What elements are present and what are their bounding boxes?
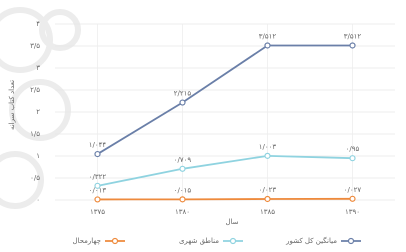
point xyxy=(265,43,270,48)
data-label: ۳/۵۱۲ xyxy=(344,32,362,40)
legend-label: میانگین کل کشور xyxy=(285,236,337,245)
data-label: ۱/۰۰۳ xyxy=(259,143,277,151)
data-label: ۰/۳۲۲ xyxy=(89,173,107,181)
y-tick-label: ۲ xyxy=(36,108,40,116)
y-tick-label: ۰ xyxy=(36,196,40,204)
data-label: ۰/۷۰۹ xyxy=(174,156,192,164)
y-tick-label: ۰/۵ xyxy=(30,174,40,182)
x-axis-title: سال xyxy=(225,218,238,226)
data-label: ۰/۰۲۳ xyxy=(259,186,277,194)
legend-label: مناطق شهری xyxy=(179,237,219,245)
line xyxy=(98,45,353,154)
y-tick-label: ۴ xyxy=(36,20,40,28)
data-label: ۰/۰۲۷ xyxy=(344,186,362,194)
point xyxy=(350,43,355,48)
data-label: ۱/۰۴۴ xyxy=(89,141,107,149)
x-tick-label: ۱۳۹۰ xyxy=(345,208,360,216)
legend-marker xyxy=(231,239,236,244)
y-tick-label: ۱ xyxy=(36,152,40,160)
legend-marker xyxy=(113,239,118,244)
y-tick-label: ۲/۵ xyxy=(30,86,40,94)
line xyxy=(98,156,353,186)
y-tick-label: ۳/۵ xyxy=(30,42,40,50)
chart: تعداد کتاب سرانه سال ۰ ۰/۵ ۱ ۱/۵ ۲ ۲/۵ ۳ ۳/۵ ۴ ۱۳… xyxy=(0,0,406,252)
point xyxy=(350,196,355,201)
point xyxy=(95,152,100,157)
y-tick-label: ۱/۵ xyxy=(30,130,40,138)
legend-marker xyxy=(349,239,354,244)
point xyxy=(265,196,270,201)
point xyxy=(180,166,185,171)
point xyxy=(180,197,185,202)
x-tick-label: ۱۳۸۵ xyxy=(260,208,275,216)
line xyxy=(98,199,353,200)
y-axis-title: تعداد کتاب سرانه xyxy=(8,80,16,130)
x-tick-label: ۱۳۷۵ xyxy=(90,208,105,216)
data-label: ۲/۲۱۵ xyxy=(174,90,192,98)
legend-label: چهارمحال xyxy=(72,237,101,245)
data-label: ۰/۰۱۵ xyxy=(174,186,192,194)
point xyxy=(265,153,270,158)
data-label: ۳/۵۱۲ xyxy=(259,32,277,40)
point xyxy=(180,100,185,105)
y-tick-label: ۳ xyxy=(36,64,40,72)
x-tick-label: ۱۳۸۰ xyxy=(175,208,190,216)
point xyxy=(350,156,355,161)
data-label: ۰/۰۱۳ xyxy=(89,186,107,194)
data-label: ۰/۹۵ xyxy=(346,145,360,153)
point xyxy=(95,197,100,202)
